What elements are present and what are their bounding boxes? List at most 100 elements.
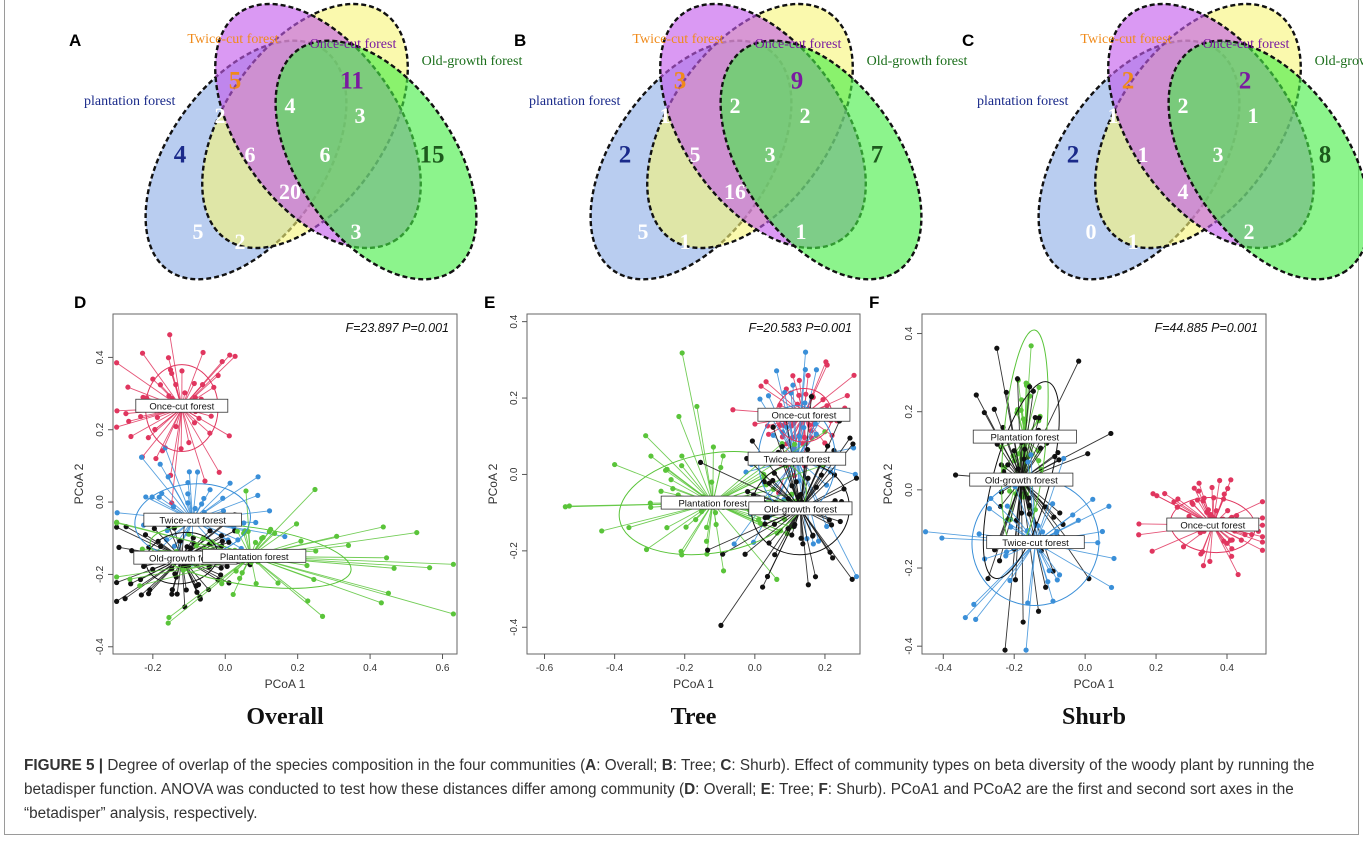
sample-point [720, 551, 726, 557]
venn-count: 2 [1122, 68, 1135, 95]
sample-point [1050, 501, 1056, 507]
sample-point [774, 368, 780, 374]
sample-point [1108, 430, 1114, 437]
sample-point [193, 543, 200, 549]
spider-line [1203, 524, 1214, 566]
group-label-box [143, 512, 242, 527]
group-label: Old-growth forest [985, 476, 1058, 487]
y-tick-label: -0.2 [509, 542, 520, 560]
sample-point [116, 544, 122, 550]
sample-point [1259, 515, 1266, 521]
spider-line [168, 555, 251, 618]
caption-ref: E [760, 781, 771, 798]
sample-point [191, 380, 197, 387]
panel-subtitle: Overall [246, 704, 324, 730]
y-tick-label: -0.2 [95, 565, 106, 583]
group-label-box [135, 398, 229, 413]
sample-point [562, 504, 568, 510]
sample-point [1026, 511, 1033, 517]
sample-point [157, 382, 164, 388]
group-label: Once-cut forest [1180, 521, 1245, 532]
sample-point [1032, 414, 1038, 421]
sample-point [137, 583, 143, 589]
venn-count: 4 [1178, 179, 1189, 204]
sample-point [952, 472, 959, 478]
venn-count: 2 [1178, 93, 1189, 118]
sample-point [730, 407, 736, 413]
sample-point [152, 426, 158, 433]
sample-point [1007, 488, 1013, 494]
sample-point [1090, 496, 1096, 502]
sample-point [173, 423, 179, 430]
sample-point [962, 614, 968, 621]
spider-line [130, 407, 183, 437]
sample-point [774, 576, 780, 582]
sample-point [1235, 571, 1241, 578]
sample-point [612, 461, 618, 468]
spider-line [1016, 480, 1022, 521]
sample-point [145, 435, 151, 441]
sample-point [758, 383, 764, 389]
sample-point [824, 523, 830, 529]
sample-point [234, 528, 240, 534]
sample-point [169, 591, 175, 597]
sample-point [1180, 544, 1187, 550]
sample-point [114, 408, 120, 414]
venn-set-label: Old-growth forest [1315, 54, 1363, 69]
sample-point [973, 392, 979, 398]
sample-point [114, 574, 120, 580]
sample-point [153, 455, 159, 462]
sample-point [202, 478, 208, 484]
sample-point [114, 524, 120, 530]
plot-area [921, 313, 1267, 655]
plot-marks [114, 332, 456, 626]
anova-stat: F=44.885 P=0.001 [1154, 321, 1258, 335]
sample-point [345, 542, 352, 548]
pcoa-panel-f: F -0.4 -0.2 0.0 0.2 0.4 -0.4 -0.2 0.0 0.2 0.4 PCoA … [869, 293, 1267, 730]
panel-letter: D [74, 293, 86, 312]
sample-point [450, 561, 456, 567]
sample-point [1136, 532, 1142, 538]
spider-line [681, 352, 714, 504]
sample-point [824, 362, 830, 368]
sample-point [1200, 563, 1207, 569]
sample-point [763, 379, 769, 385]
sample-point [220, 508, 227, 514]
sample-point [157, 461, 163, 467]
x-axis-label: PCoA 1 [1074, 677, 1115, 691]
sample-point [241, 530, 247, 536]
venn-count: 3 [1213, 142, 1224, 167]
group-label-box [969, 472, 1074, 487]
sample-point [114, 360, 120, 366]
venn-set-label: Once-cut forest [1203, 37, 1290, 52]
sample-point [820, 397, 826, 403]
sample-point [805, 475, 811, 481]
sample-point [731, 541, 737, 547]
venn-set-label: Twice-cut forest [187, 32, 278, 47]
sample-point [272, 530, 278, 537]
spider-line [250, 555, 382, 604]
sample-point [1227, 537, 1234, 543]
caption-text: : Shurb). Effect of community types on b… [24, 757, 1315, 798]
venn-set-label: Twice-cut forest [1080, 32, 1171, 47]
spider-line [1020, 417, 1040, 481]
sample-point [139, 546, 145, 552]
x-tick-label: -0.2 [1006, 663, 1024, 674]
venn-count: 2 [215, 103, 226, 128]
x-axis-label: PCoA 1 [265, 677, 306, 691]
sample-point [1209, 484, 1215, 491]
spider-line [1020, 479, 1090, 579]
sample-point [996, 558, 1003, 564]
y-tick-label: 0.2 [904, 404, 915, 418]
sample-point [167, 367, 174, 373]
sample-point [683, 524, 689, 530]
venn-count: 20 [279, 179, 301, 204]
sample-point [805, 446, 811, 453]
venn-count: 7 [871, 142, 884, 169]
sample-point [648, 504, 654, 510]
x-tick-label: 0.0 [748, 663, 762, 674]
sample-point [766, 480, 772, 486]
group-label: Old-growth forest [149, 554, 222, 565]
